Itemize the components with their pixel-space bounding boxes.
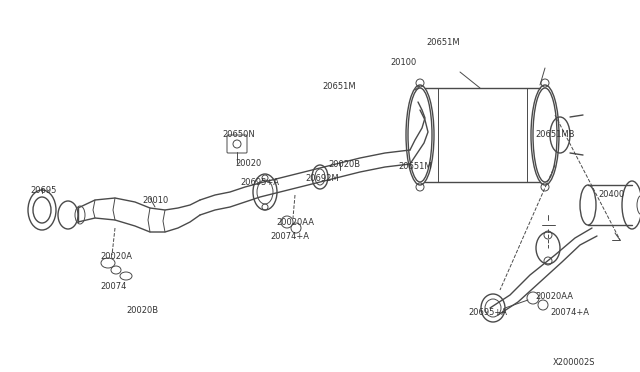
Text: 20010: 20010 xyxy=(142,196,168,205)
Text: 20651M: 20651M xyxy=(398,162,431,171)
Text: 20695: 20695 xyxy=(30,186,56,195)
Text: 20650N: 20650N xyxy=(222,130,255,139)
Text: 20100: 20100 xyxy=(390,58,416,67)
Text: 20651M: 20651M xyxy=(426,38,460,47)
Text: X200002S: X200002S xyxy=(552,358,595,367)
Text: 20020B: 20020B xyxy=(328,160,360,169)
Text: 20074+A: 20074+A xyxy=(270,232,309,241)
Text: 20692M: 20692M xyxy=(305,174,339,183)
Text: 20695+A: 20695+A xyxy=(468,308,507,317)
Text: 20651MB: 20651MB xyxy=(535,130,575,139)
Text: 20695+A: 20695+A xyxy=(240,178,279,187)
Text: 20020: 20020 xyxy=(235,159,261,168)
Text: 20020AA: 20020AA xyxy=(535,292,573,301)
Text: 20020AA: 20020AA xyxy=(276,218,314,227)
Text: 20074+A: 20074+A xyxy=(550,308,589,317)
Text: 20400: 20400 xyxy=(598,190,624,199)
Text: 20074: 20074 xyxy=(100,282,126,291)
Text: 20020A: 20020A xyxy=(100,252,132,261)
Text: 20020B: 20020B xyxy=(126,306,158,315)
Text: 20651M: 20651M xyxy=(322,82,356,91)
